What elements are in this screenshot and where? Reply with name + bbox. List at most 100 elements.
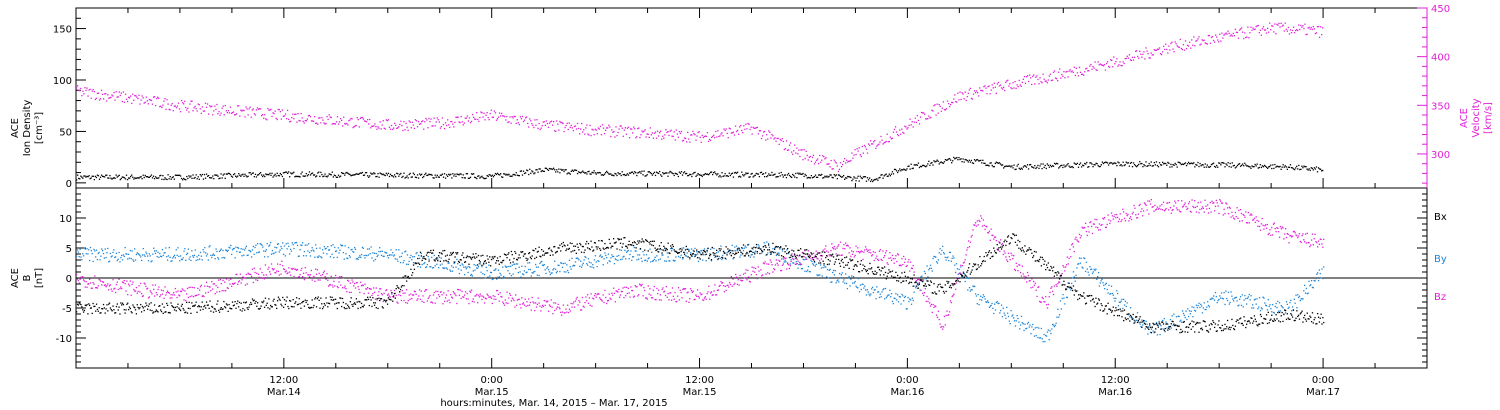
by-point [399, 261, 402, 264]
by-point [1100, 280, 1102, 282]
velocity-point [491, 116, 493, 118]
by-point [130, 257, 132, 260]
by-point [620, 249, 623, 251]
velocity-point [538, 122, 540, 125]
density-point [1284, 165, 1286, 167]
density-point [380, 173, 382, 175]
density-point [873, 179, 875, 181]
density-point [1317, 167, 1320, 169]
density-point [308, 171, 311, 173]
by-point [784, 260, 786, 262]
bz-point [366, 288, 368, 290]
velocity-point [622, 135, 624, 137]
density-point [233, 173, 236, 175]
velocity-point [604, 129, 607, 131]
bz-point [628, 292, 630, 294]
by-point [555, 272, 558, 274]
velocity-point [209, 105, 211, 107]
bz-point [499, 292, 501, 294]
bz-point [650, 294, 652, 296]
by-point [219, 249, 222, 251]
velocity-point [1247, 26, 1249, 28]
by-point [78, 256, 80, 258]
density-point [457, 173, 459, 176]
by-point [595, 261, 597, 263]
by-point [976, 303, 978, 305]
by-point [820, 267, 823, 269]
velocity-point [954, 94, 956, 96]
density-point [129, 177, 131, 179]
bz-point [599, 298, 602, 300]
density-point [713, 172, 715, 174]
by-point [888, 294, 890, 296]
density-point [1275, 166, 1277, 168]
bz-point [414, 290, 416, 293]
by-point [218, 250, 221, 253]
velocity-point [133, 99, 135, 101]
bz-point [105, 286, 107, 288]
by-point [1225, 290, 1227, 292]
by-point [778, 252, 780, 254]
velocity-point [253, 113, 256, 115]
bz-point [118, 278, 120, 280]
bz-point [386, 294, 389, 296]
bz-point [748, 280, 751, 283]
by-point [819, 264, 822, 266]
by-point [82, 255, 85, 257]
by-point [1169, 318, 1172, 321]
density-point [126, 178, 129, 181]
bz-point [532, 301, 534, 303]
density-point [536, 169, 538, 171]
velocity-point [263, 117, 265, 119]
by-point [966, 276, 968, 278]
velocity-point [321, 117, 323, 119]
density-point [223, 173, 225, 175]
bz-point [583, 306, 585, 308]
by-point [949, 251, 952, 254]
velocity-point [681, 140, 684, 142]
density-point [1236, 164, 1239, 167]
density-point [557, 171, 559, 173]
density-point [761, 173, 764, 175]
velocity-point [808, 156, 810, 158]
density-point [1115, 162, 1117, 165]
velocity-point [490, 109, 492, 111]
by-point [911, 297, 914, 299]
by-point [977, 293, 979, 296]
by-point [598, 260, 600, 263]
bz-point [269, 273, 272, 275]
velocity-point [728, 127, 730, 129]
density-point [1209, 165, 1212, 168]
by-point [1016, 314, 1018, 317]
bz-point [405, 289, 408, 291]
by-point [309, 255, 312, 257]
density-point [204, 177, 207, 179]
density-point [480, 176, 482, 178]
by-point [1063, 297, 1065, 299]
density-point [185, 179, 187, 181]
by-point [1229, 301, 1231, 304]
velocity-point [759, 130, 762, 132]
by-point [114, 256, 116, 259]
velocity-point [126, 100, 129, 103]
density-point [819, 174, 821, 176]
velocity-point [1154, 49, 1157, 52]
bz-point [153, 295, 156, 297]
velocity-point [736, 129, 739, 132]
by-point [496, 276, 499, 278]
density-point [1094, 164, 1096, 166]
velocity-point [1258, 31, 1260, 34]
bz-point [792, 258, 794, 260]
by-point [1199, 306, 1201, 309]
density-point [317, 172, 319, 174]
bz-point [282, 268, 285, 270]
by-point [235, 246, 237, 248]
density-point [784, 174, 787, 176]
velocity-point [1035, 76, 1037, 78]
by-point [502, 266, 504, 268]
by-point [1090, 268, 1093, 270]
density-point [578, 171, 581, 174]
bz-point [399, 294, 402, 297]
velocity-point [541, 124, 543, 127]
by-point [405, 263, 408, 265]
